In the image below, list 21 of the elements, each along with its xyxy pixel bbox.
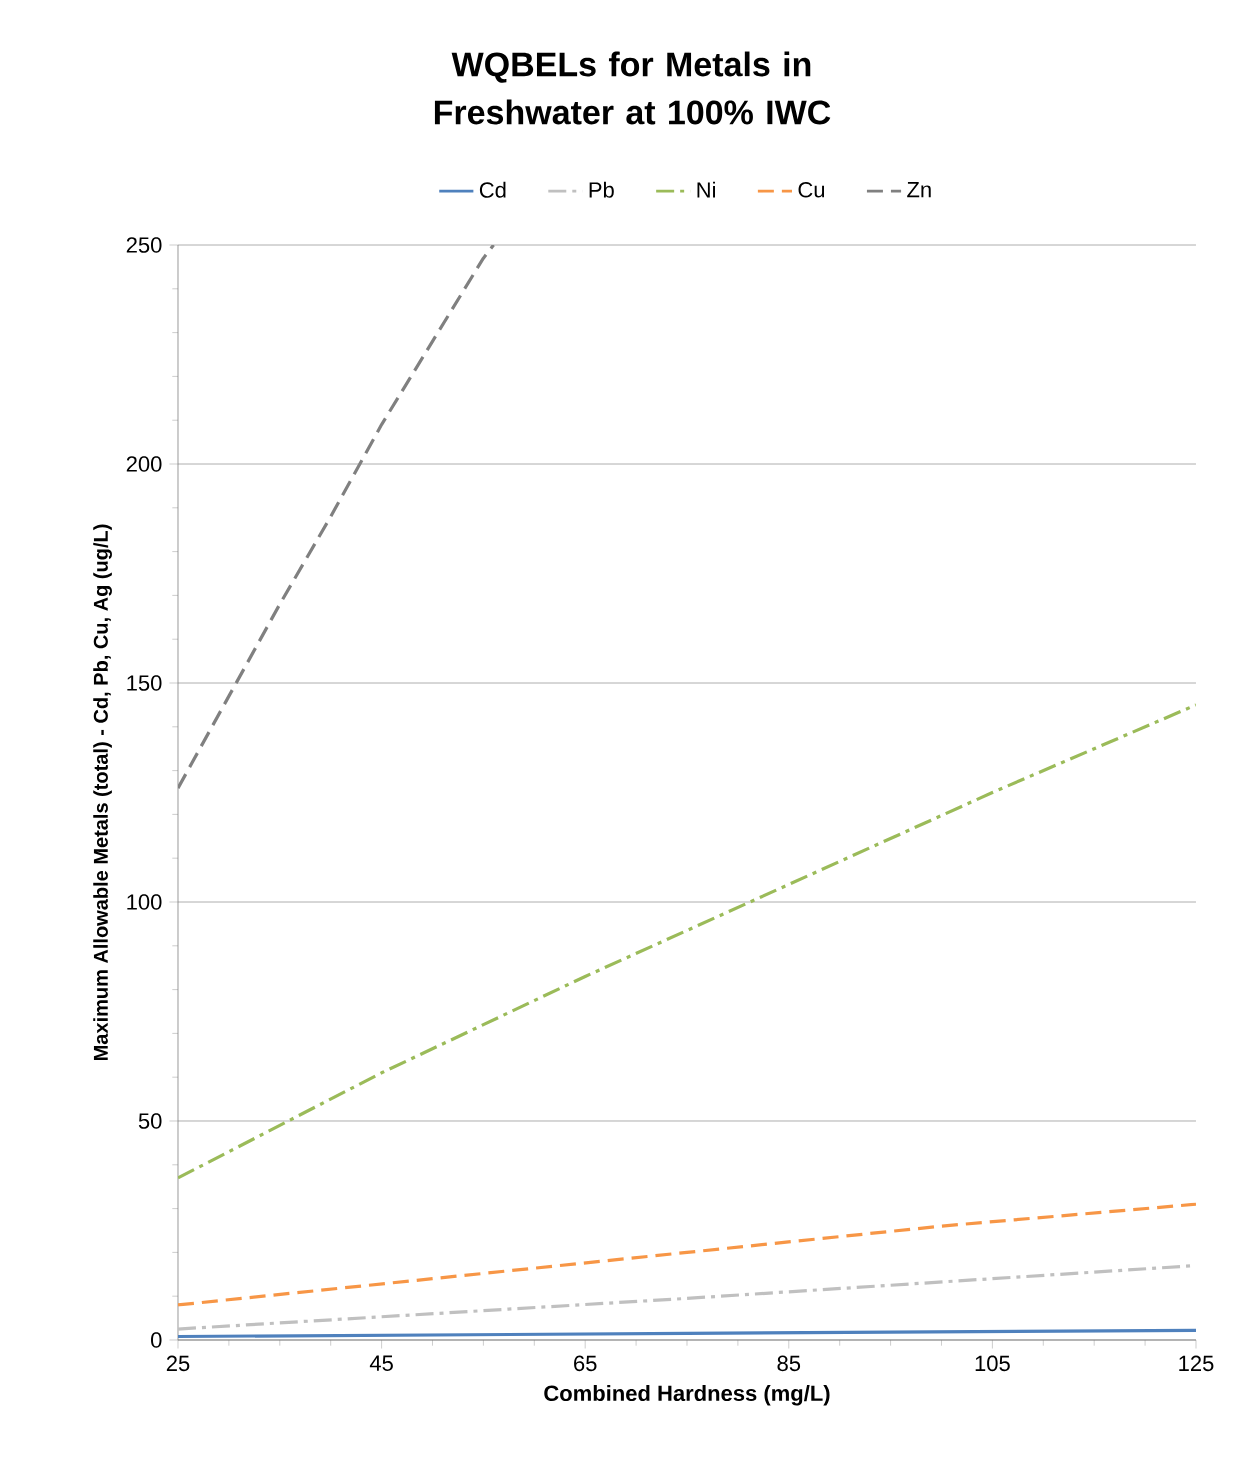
x-axis-title: Combined Hardness (mg/L) — [544, 1384, 830, 1406]
y-tick-label: 200 — [126, 456, 162, 472]
y-tick-label: 100 — [127, 894, 162, 910]
legend-label: Cd — [479, 181, 506, 198]
x-tick-label: 125 — [1179, 1355, 1214, 1372]
legend-label: Ni — [697, 181, 715, 198]
x-tick-label: 45 — [369, 1355, 393, 1371]
y-axis-title: Maximum Allowable Metals (total) - Cd, Pb, Cu, Ag (ug/L) — [93, 524, 112, 1061]
legend-label: Cu — [798, 181, 825, 198]
x-tick-label: 25 — [166, 1355, 190, 1372]
legend-label: Zn — [907, 182, 931, 198]
x-tick-label: 65 — [574, 1355, 597, 1372]
y-tick-label: 0 — [151, 1332, 162, 1348]
legend-label: Pb — [589, 181, 614, 198]
y-tick-label: 150 — [127, 675, 162, 691]
y-tick-label: 250 — [126, 237, 162, 253]
line-series — [178, 1202, 1196, 1307]
chart-title: WQBELs for Metals in Freshwater at 100% IWC — [434, 51, 831, 125]
x-tick-label: 105 — [975, 1355, 1010, 1372]
y-tick-label: 50 — [138, 1113, 162, 1129]
x-tick-label: 85 — [777, 1355, 801, 1372]
